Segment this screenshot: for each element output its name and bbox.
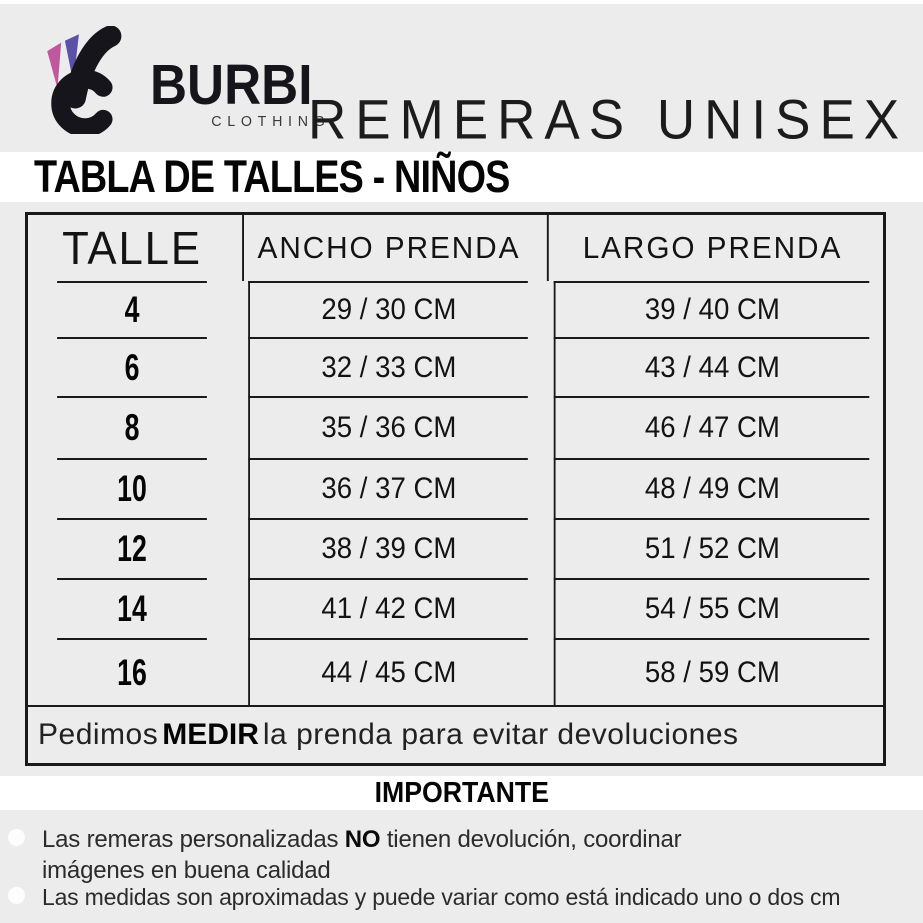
ancho-cell: 36 / 37 CM xyxy=(248,458,528,518)
largo-cell: 51 / 52 CM xyxy=(553,518,870,578)
column-header-talle: TALLE xyxy=(62,222,202,274)
largo-cell: 58 / 59 CM xyxy=(553,638,870,705)
size-table: TALLE ANCHO PRENDA LARGO PRENDA 4 29 / 3… xyxy=(25,212,886,766)
note-text: Las remeras personalizadas NO tienen dev… xyxy=(42,824,766,886)
section-title: TABLA DE TALLES - NIÑOS xyxy=(34,151,510,202)
bullet-icon xyxy=(8,887,25,904)
important-heading: IMPORTANTE xyxy=(374,776,549,809)
bullet-icon xyxy=(8,829,25,846)
brand-name: BURBI xyxy=(150,52,313,117)
logo-text: BURBI CLOTHING xyxy=(150,52,331,130)
section-title-band: TABLA DE TALLES - NIÑOS xyxy=(0,151,923,202)
largo-cell: 39 / 40 CM xyxy=(553,281,870,337)
ancho-cell: 32 / 33 CM xyxy=(248,337,528,396)
note-text-prefix: Las remeras personalizadas xyxy=(42,826,345,853)
top-edge-strip xyxy=(0,0,923,4)
note-text-suffix: Las medidas son aproximadas y puede vari… xyxy=(42,884,841,910)
ancho-cell: 38 / 39 CM xyxy=(248,518,528,578)
largo-cell: 48 / 49 CM xyxy=(553,458,870,518)
brand-logo: BURBI CLOTHING xyxy=(36,26,331,134)
note-prefix: Pedimos xyxy=(38,718,159,751)
logo-mark-icon xyxy=(47,26,122,134)
note-text: Las medidas son aproximadas y puede vari… xyxy=(42,882,841,913)
size-cell: 10 xyxy=(57,458,207,518)
column-header-largo: LARGO PRENDA xyxy=(546,215,876,281)
largo-cell: 46 / 47 CM xyxy=(553,396,870,458)
ancho-cell: 29 / 30 CM xyxy=(248,281,528,337)
page-title: REMERAS UNISEX xyxy=(308,89,909,151)
size-cell: 16 xyxy=(57,638,207,705)
ancho-cell: 44 / 45 CM xyxy=(248,638,528,705)
ancho-cell: 41 / 42 CM xyxy=(248,578,528,638)
size-cell: 14 xyxy=(57,578,207,638)
table-measure-note: Pedimos MEDIR la prenda para evitar devo… xyxy=(28,705,883,763)
note-item: Las remeras personalizadas NO tienen dev… xyxy=(8,824,766,886)
size-cell: 6 xyxy=(57,337,207,396)
largo-cell: 54 / 55 CM xyxy=(553,578,870,638)
brand-subtitle: CLOTHING xyxy=(211,113,331,130)
important-band: IMPORTANTE xyxy=(0,776,923,810)
size-cell: 12 xyxy=(57,518,207,578)
note-item: Las medidas son aproximadas y puede vari… xyxy=(8,882,841,913)
note-text-suffix: tienen devolución, coordinar imágenes en… xyxy=(42,826,682,884)
largo-cell: 43 / 44 CM xyxy=(553,337,870,396)
ancho-cell: 35 / 36 CM xyxy=(248,396,528,458)
note-suffix: la prenda para evitar devoluciones xyxy=(262,718,739,751)
column-header-ancho: ANCHO PRENDA xyxy=(242,215,534,281)
note-text-bold: NO xyxy=(344,826,381,853)
size-cell: 4 xyxy=(57,281,207,337)
size-cell: 8 xyxy=(57,396,207,458)
note-bold: MEDIR xyxy=(162,718,259,751)
